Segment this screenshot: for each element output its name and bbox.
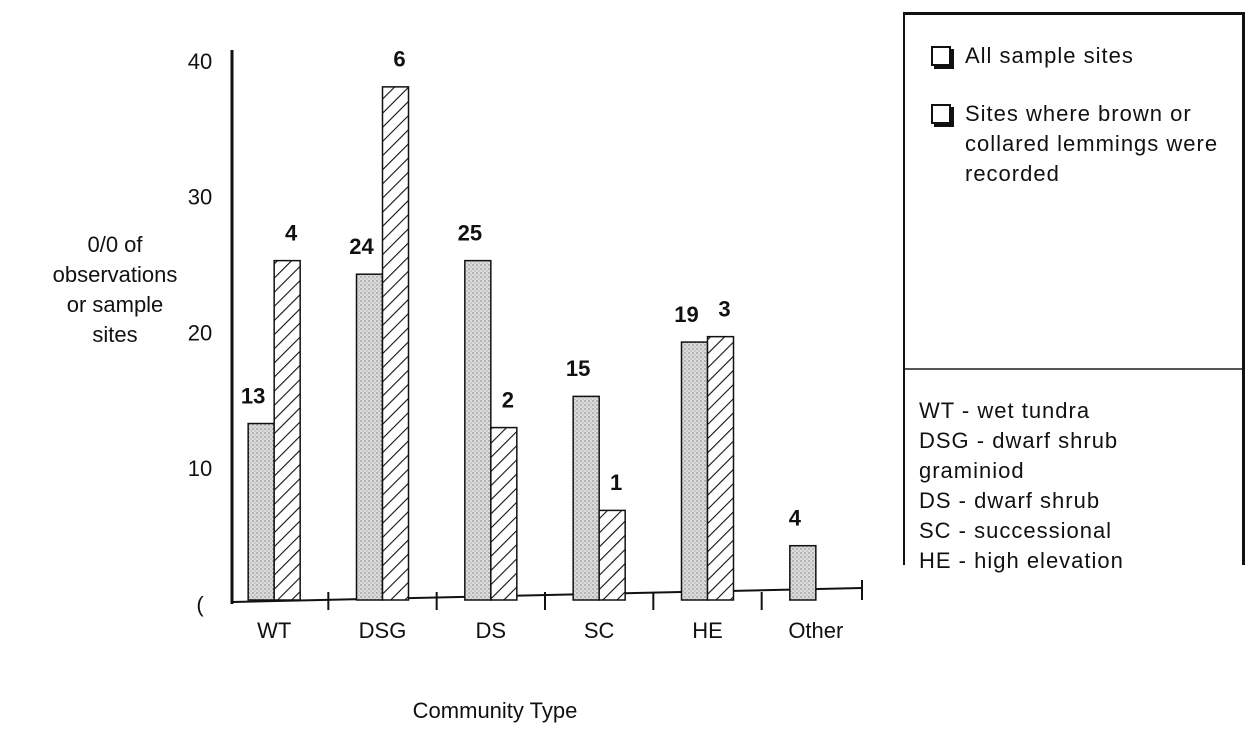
bar <box>247 422 275 601</box>
x-tick-label: DS <box>476 618 507 643</box>
bar <box>381 86 410 601</box>
bar <box>789 544 817 601</box>
data-label: 1 <box>610 470 622 495</box>
abbreviation: HE - high elevation <box>919 548 1124 573</box>
bar <box>355 273 384 601</box>
legend-entry: All sample sites <box>931 41 1222 71</box>
data-label: 15 <box>566 356 590 381</box>
x-axis-label: Community Type <box>412 698 578 723</box>
bar <box>464 259 492 601</box>
data-label: 4 <box>789 506 802 531</box>
bar <box>680 341 709 601</box>
x-tick-label: HE <box>692 618 723 643</box>
y-axis-label: 0/0 of observations or sample sites <box>52 232 178 347</box>
x-tick-label: SC <box>584 618 615 643</box>
abbreviation: DSG - dwarf shrub graminiod <box>919 428 1119 483</box>
x-tick-label: WT <box>257 618 291 643</box>
data-label: 13 <box>241 383 265 408</box>
data-label: 6 <box>393 47 405 72</box>
x-axis <box>231 587 863 603</box>
legend-entries: All sample sites Sites where brown or col… <box>905 15 1242 370</box>
data-label: 4 <box>285 220 298 245</box>
legend: All sample sites Sites where brown or col… <box>903 12 1245 573</box>
legend-entry: Sites where brown or collared lemmings w… <box>931 99 1222 189</box>
data-label: 2 <box>502 387 514 412</box>
y-tick-label: 40 <box>188 49 212 74</box>
bar <box>490 426 518 601</box>
abbreviation: DS - dwarf shrub <box>919 488 1101 513</box>
data-label: 25 <box>458 220 482 245</box>
y-tick-label: 20 <box>188 320 212 345</box>
legend-label: Sites where brown or collared lemmings w… <box>965 101 1219 186</box>
abbreviation: WT - wet tundra <box>919 398 1091 423</box>
x-tick-label: DSG <box>359 618 407 643</box>
x-tick-label: Other <box>788 618 843 643</box>
abbreviation: SC - successional <box>919 518 1113 543</box>
bar <box>572 395 600 601</box>
abbreviation-list: WT - wet tundra DSG - dwarf shrub gramini… <box>905 370 1242 576</box>
y-tick-label: 10 <box>188 456 212 481</box>
bar <box>273 259 301 601</box>
data-label: 24 <box>349 234 374 259</box>
data-label: 19 <box>674 302 698 327</box>
legend-label: All sample sites <box>965 43 1134 68</box>
y-tick-label: 30 <box>188 185 212 210</box>
bar <box>598 509 626 601</box>
legend-icon <box>931 46 951 66</box>
y-tick-label: ( <box>196 592 204 617</box>
data-label: 3 <box>718 296 730 321</box>
legend-icon <box>931 104 951 124</box>
bar <box>706 335 735 601</box>
chart: (10 20 30 40 WT 13 4 DSG 24 6 DS 25 2 SC 15 1 HE 19 3 Other… <box>188 47 863 643</box>
